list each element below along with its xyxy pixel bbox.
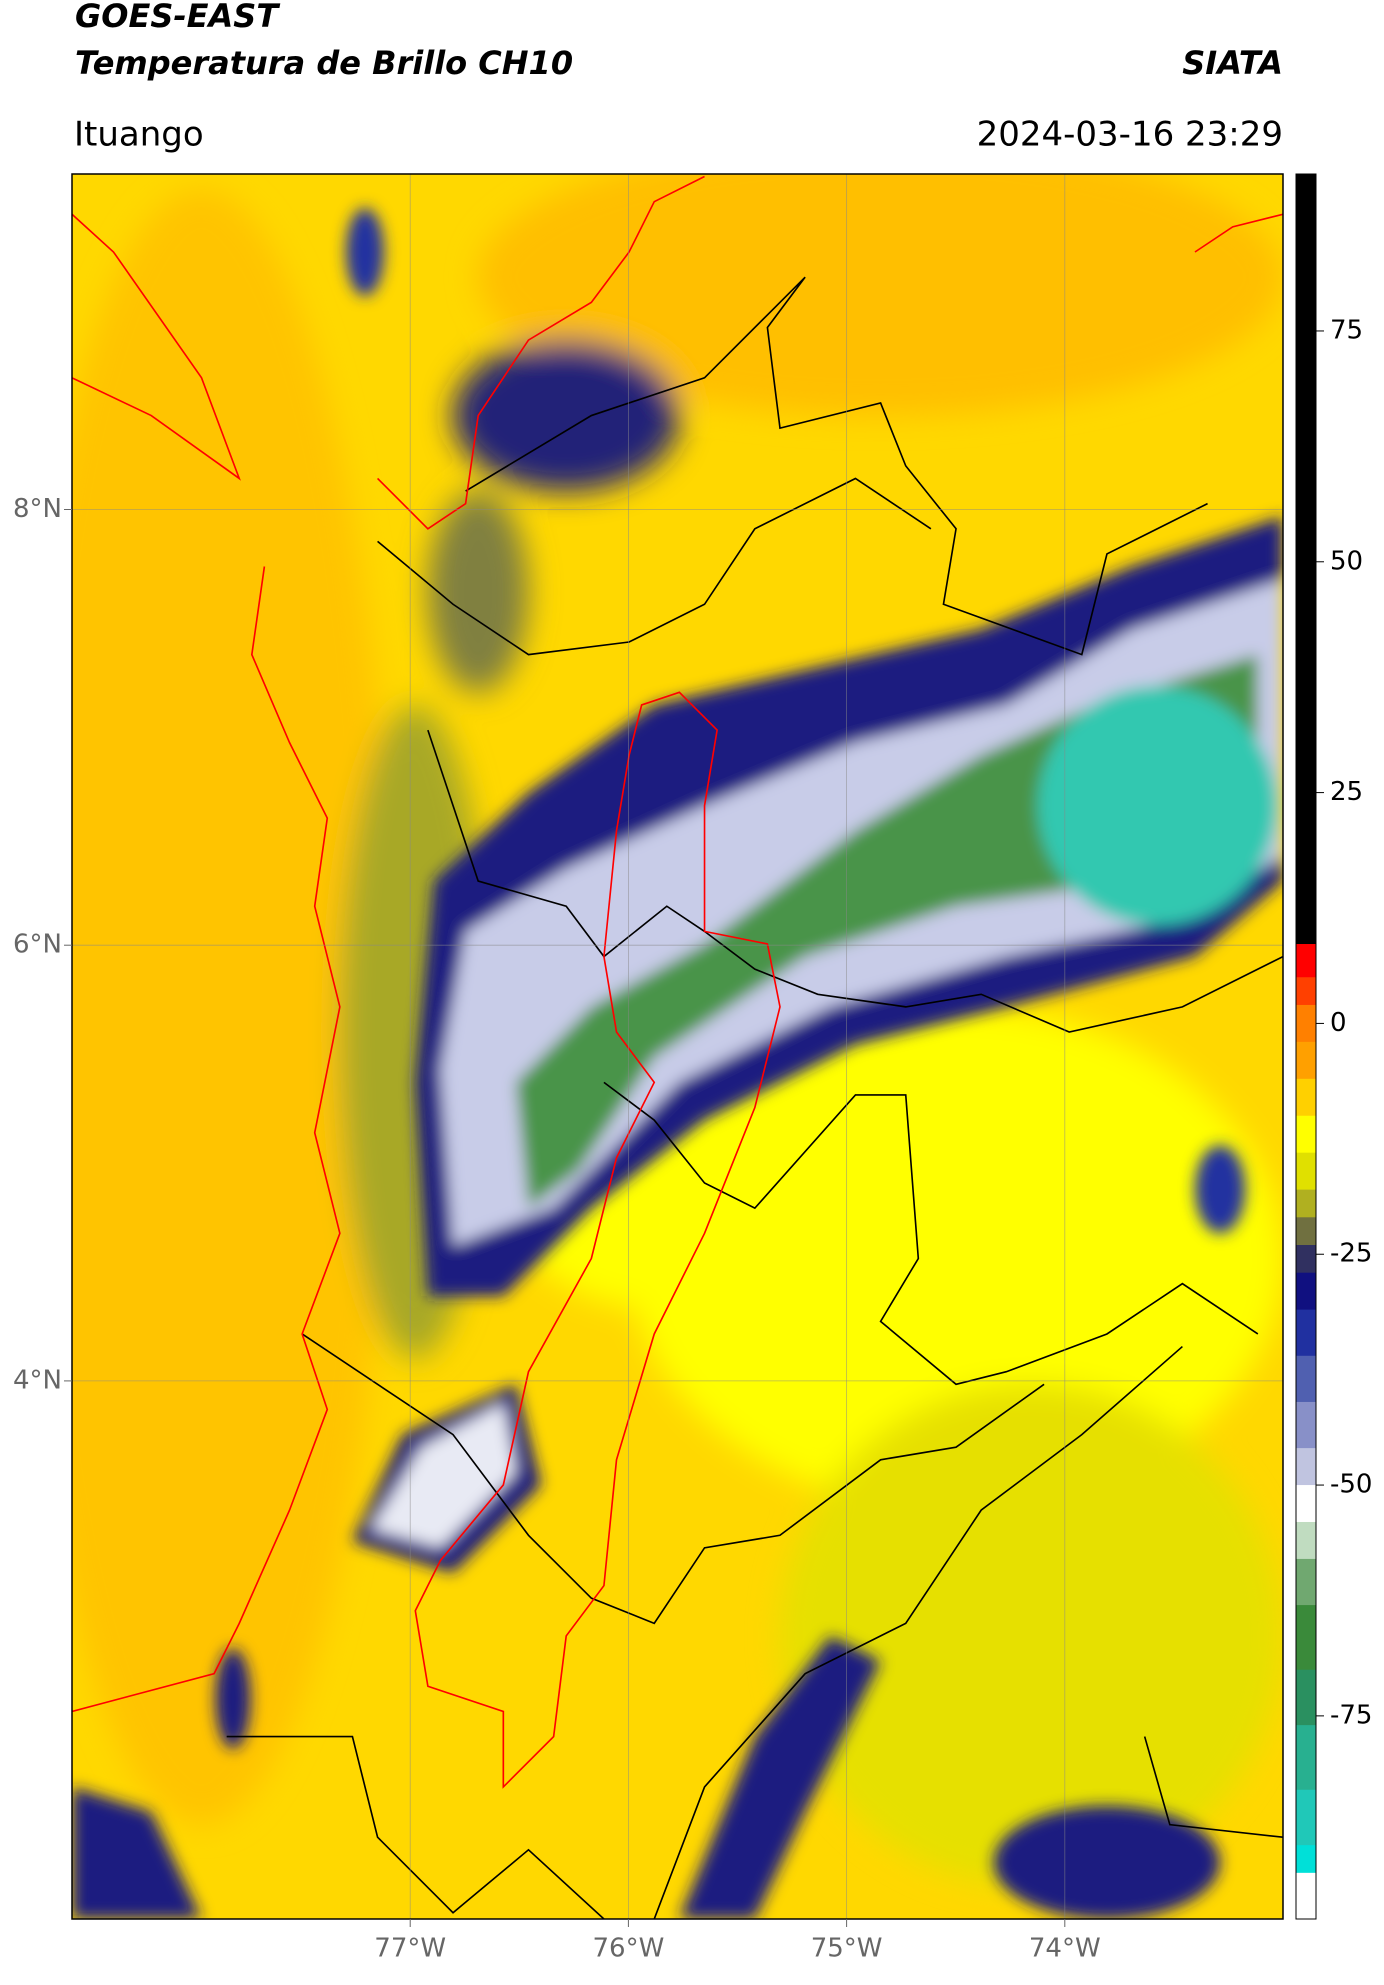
source: SIATA xyxy=(1182,44,1283,82)
colorbar-tick-label: 25 xyxy=(1330,777,1363,807)
colorbar-segment xyxy=(1296,1355,1316,1403)
colorbar-tick-label: -25 xyxy=(1330,1239,1372,1269)
colorbar-tick-label: 50 xyxy=(1330,546,1363,576)
colorbar-segment xyxy=(1296,1485,1316,1523)
colorbar-frame xyxy=(1295,173,1317,1920)
colorbar-segment xyxy=(1296,1558,1316,1606)
x-tick-label: 75°W xyxy=(811,1934,883,1964)
colorbar-segment xyxy=(1296,1448,1316,1486)
x-tick-label: 77°W xyxy=(374,1934,446,1964)
colorbar-segment xyxy=(1296,1152,1316,1191)
colorbar-segment xyxy=(1296,1725,1316,1791)
x-tick-label: 76°W xyxy=(593,1934,665,1964)
y-tick-label: 6°N xyxy=(13,930,62,960)
colorbar-segment xyxy=(1296,1669,1316,1726)
colorbar-segment xyxy=(1296,1309,1316,1357)
colorbar-tick-label: 75 xyxy=(1330,315,1363,345)
colorbar-segment xyxy=(1296,1115,1316,1154)
colorbar-segment xyxy=(1296,1789,1316,1846)
colorbar-segment xyxy=(1296,1041,1316,1080)
colorbar-segment xyxy=(1296,1189,1316,1218)
title: GOES-EAST xyxy=(75,0,280,35)
colorbar-segment xyxy=(1296,1605,1316,1671)
colorbar-segment xyxy=(1296,1272,1316,1311)
colorbar-segment xyxy=(1296,1078,1316,1117)
colorbar-segment xyxy=(1296,1521,1316,1560)
colorbar-segment xyxy=(1296,1245,1316,1274)
y-tick-label: 8°N xyxy=(13,494,62,524)
location: Ituango xyxy=(74,115,204,155)
map-frame xyxy=(71,173,1284,1920)
colorbar-segment xyxy=(1296,1217,1316,1246)
colorbar-segment xyxy=(1296,1845,1316,1874)
colorbar-segment xyxy=(1296,174,1316,945)
x-tick-label: 74°W xyxy=(1029,1934,1101,1964)
subtitle: Temperatura de Brillo CH10 xyxy=(75,44,573,82)
colorbar-segment xyxy=(1296,1401,1316,1449)
datetime: 2024-03-16 23:29 xyxy=(977,115,1283,155)
colorbar-segment xyxy=(1296,977,1316,1006)
colorbar-segment xyxy=(1296,944,1316,978)
colorbar-segment xyxy=(1296,1872,1316,1920)
colorbar-tick-label: 0 xyxy=(1330,1008,1347,1038)
colorbar-segment xyxy=(1296,1004,1316,1043)
colorbar-tick-label: -75 xyxy=(1330,1700,1372,1730)
y-tick-label: 4°N xyxy=(13,1365,62,1395)
colorbar-tick-label: -50 xyxy=(1330,1470,1372,1500)
map-image xyxy=(72,174,1283,1919)
